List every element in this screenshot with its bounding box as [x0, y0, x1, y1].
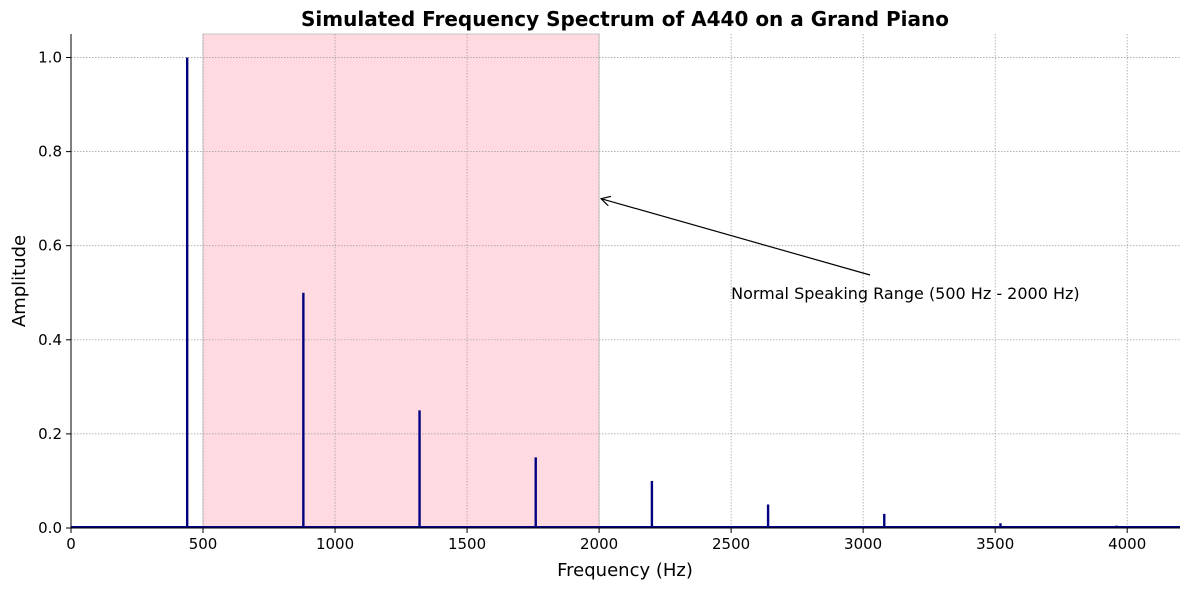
y-tick-label: 0.4 [38, 331, 62, 349]
x-tick-label: 500 [189, 535, 218, 553]
x-axis-label: Frequency (Hz) [557, 560, 693, 581]
annotation-text: Normal Speaking Range (500 Hz - 2000 Hz) [731, 284, 1080, 303]
x-tick-label: 1500 [448, 535, 486, 553]
annotation-arrow [601, 199, 871, 276]
x-tick-label: 4000 [1108, 535, 1146, 553]
chart-title: Simulated Frequency Spectrum of A440 on … [301, 7, 949, 31]
x-ticks: 0 500 1000 1500 2000 2500 3000 3500 4000 [66, 528, 1146, 553]
spectrum-series [71, 57, 1180, 528]
x-tick-label: 1000 [316, 535, 354, 553]
y-tick-label: 0.2 [38, 425, 62, 443]
y-tick-label: 0.8 [38, 143, 62, 161]
y-ticks: 0.0 0.2 0.4 0.6 0.8 1.0 [38, 49, 71, 537]
y-axis-label: Amplitude [9, 235, 30, 327]
x-tick-label: 2000 [580, 535, 618, 553]
y-tick-label: 0.0 [38, 519, 62, 537]
x-tick-label: 0 [66, 535, 76, 553]
x-tick-label: 2500 [712, 535, 750, 553]
x-tick-label: 3500 [976, 535, 1014, 553]
speaking-range-shading [202, 33, 600, 529]
y-tick-label: 1.0 [38, 49, 62, 67]
y-tick-label: 0.6 [38, 237, 62, 255]
grid-lines [71, 34, 1180, 528]
x-tick-label: 3000 [844, 535, 882, 553]
